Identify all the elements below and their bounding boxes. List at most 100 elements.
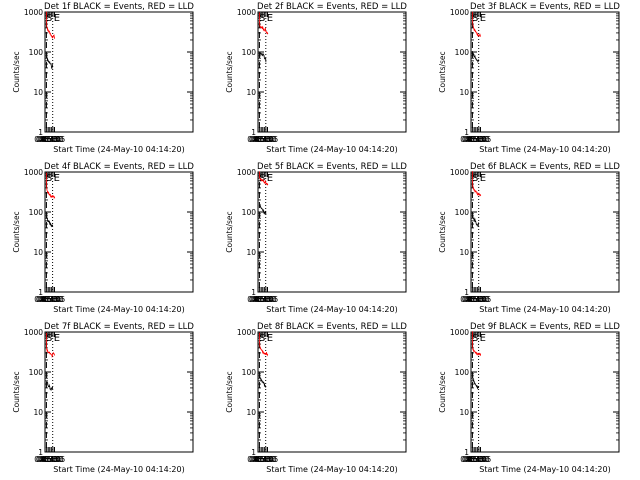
plot-frame	[470, 171, 620, 293]
x-tick-label: 04:15	[247, 135, 269, 144]
end-marker-label: E	[267, 173, 273, 184]
y-tick-label: 1	[38, 288, 43, 297]
lld-series-line	[259, 332, 269, 357]
end-marker-label: E	[480, 13, 486, 24]
x-tick-label: 05:15	[41, 295, 63, 304]
lld-series-line	[472, 171, 482, 197]
x-tick-label: 04:30	[249, 295, 271, 304]
x-axis-label: Start Time (24-May-10 04:14:20)	[266, 145, 397, 154]
x-tick-label: 04:15	[460, 455, 482, 464]
x-tick-label: 05:45	[44, 455, 66, 464]
x-tick-label: 04:45	[463, 135, 485, 144]
x-tick-label: 04:45	[250, 295, 272, 304]
lld-series-line	[46, 332, 56, 358]
y-tick-label: 1	[38, 448, 43, 457]
panel-title: Det 8f BLACK = Events, RED = LLD	[257, 322, 407, 332]
x-tick-label: 05:45	[470, 295, 492, 304]
plot-frame	[257, 331, 407, 453]
y-tick-label: 10	[246, 88, 256, 97]
x-tick-label: 04:45	[37, 295, 59, 304]
events-series-line	[472, 378, 480, 390]
panel-title: Det 4f BLACK = Events, RED = LLD	[44, 162, 194, 172]
plot-frame	[257, 171, 407, 293]
x-tick-label: 04:15	[460, 135, 482, 144]
y-tick-label: 10	[33, 248, 43, 257]
lld-series-line	[472, 11, 481, 38]
y-tick-label: 1	[464, 288, 469, 297]
start-marker-label: S	[46, 13, 52, 24]
end-marker-label: E	[54, 13, 60, 24]
y-tick-label: 1	[251, 448, 256, 457]
y-tick-label: 1000	[24, 8, 43, 17]
x-tick-label: 04:45	[37, 455, 59, 464]
y-axis-label: Counts/sec	[225, 371, 234, 412]
y-tick-label: 10	[459, 408, 469, 417]
y-tick-label: 100	[455, 48, 470, 57]
x-tick-label: 05:15	[254, 455, 276, 464]
events-series-line	[46, 380, 54, 391]
y-axis-label: Counts/sec	[438, 51, 447, 92]
events-series-line	[46, 56, 54, 70]
x-tick-label: 05:15	[254, 135, 276, 144]
y-tick-label: 100	[29, 48, 44, 57]
end-marker-label: E	[54, 333, 60, 344]
end-marker-label: E	[54, 173, 60, 184]
lld-series-line	[46, 172, 56, 200]
start-marker-label: S	[259, 173, 265, 184]
x-tick-label: 05:30	[42, 295, 64, 304]
x-tick-label: 05:15	[41, 135, 63, 144]
x-tick-label: 04:15	[460, 295, 482, 304]
y-axis-label: Counts/sec	[12, 371, 21, 412]
panel-title: Det 9f BLACK = Events, RED = LLD	[470, 322, 620, 332]
x-axis-label: Start Time (24-May-10 04:14:20)	[266, 305, 397, 314]
y-tick-label: 100	[29, 368, 44, 377]
x-tick-label: 05:30	[255, 295, 277, 304]
x-tick-label: 05:15	[467, 455, 489, 464]
y-tick-label: 1000	[237, 8, 256, 17]
end-marker-label: E	[267, 333, 273, 344]
x-tick-label: 05:30	[255, 135, 277, 144]
panel-title: Det 7f BLACK = Events, RED = LLD	[44, 322, 194, 332]
x-tick-label: 04:45	[250, 135, 272, 144]
y-tick-label: 10	[246, 408, 256, 417]
events-series-line	[259, 377, 267, 388]
x-tick-label: 04:15	[247, 455, 269, 464]
x-tick-label: 04:30	[36, 455, 58, 464]
plot-frame	[470, 331, 620, 453]
y-tick-label: 1000	[237, 168, 256, 177]
y-tick-label: 1	[251, 128, 256, 137]
x-tick-label: 04:30	[462, 455, 484, 464]
y-tick-label: 10	[33, 408, 43, 417]
x-tick-label: 05:30	[468, 135, 490, 144]
y-axis-label: Counts/sec	[438, 371, 447, 412]
events-series-line	[259, 51, 267, 63]
y-tick-label: 100	[242, 48, 257, 57]
x-tick-label: 05:30	[468, 295, 490, 304]
x-tick-label: 05:00	[465, 295, 487, 304]
x-axis-label: Start Time (24-May-10 04:14:20)	[479, 305, 610, 314]
events-series-line	[259, 203, 267, 215]
x-tick-label: 05:00	[465, 455, 487, 464]
lld-series-line	[259, 171, 269, 186]
panel-title: Det 2f BLACK = Events, RED = LLD	[257, 2, 407, 12]
y-tick-label: 1000	[24, 168, 43, 177]
y-tick-label: 10	[33, 88, 43, 97]
y-tick-label: 1000	[450, 8, 469, 17]
y-tick-label: 100	[455, 368, 470, 377]
x-tick-label: 05:15	[254, 295, 276, 304]
x-tick-label: 05:00	[39, 295, 61, 304]
y-axis-label: Counts/sec	[225, 51, 234, 92]
x-tick-label: 04:15	[34, 455, 56, 464]
panel-title: Det 6f BLACK = Events, RED = LLD	[470, 162, 620, 172]
start-marker-label: S	[472, 13, 478, 24]
plot-frame	[257, 11, 407, 133]
start-marker-label: S	[46, 333, 52, 344]
y-axis-label: Counts/sec	[12, 51, 21, 92]
start-marker-label: S	[259, 13, 265, 24]
y-tick-label: 1000	[237, 328, 256, 337]
end-marker-label: E	[480, 173, 486, 184]
x-tick-label: 05:00	[465, 135, 487, 144]
x-tick-label: 04:30	[36, 135, 58, 144]
lld-series-line	[472, 331, 482, 357]
y-tick-label: 100	[242, 368, 257, 377]
